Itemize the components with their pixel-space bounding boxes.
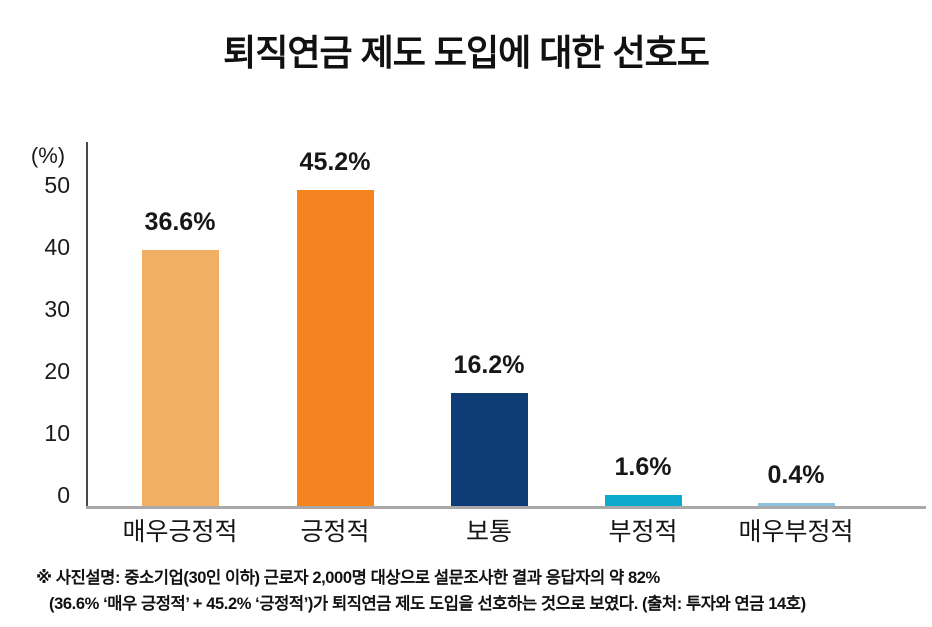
y-tick-label: 0	[57, 482, 70, 508]
bar-value-label: 36.6%	[144, 208, 216, 236]
bar-1	[141, 250, 219, 506]
bar-value-label: 45.2%	[299, 148, 371, 176]
bar-3	[450, 393, 528, 506]
chart-title: 퇴직연금 제도 도입에 대한 선호도	[223, 32, 710, 73]
y-tick-label: 30	[44, 296, 70, 322]
y-tick-label: 20	[44, 358, 70, 384]
bar-value-label: 1.6%	[614, 453, 672, 481]
y-tick-label: 40	[44, 234, 70, 260]
footnote-line-1: ※ 사진설명: 중소기업(30인 이하) 근로자 2,000명 대상으로 설문조…	[36, 569, 660, 587]
bar-4	[604, 495, 682, 506]
bar-value-label: 0.4%	[767, 461, 825, 489]
footnote-line-2: (36.6% ‘매우 긍정적’ + 45.2% ‘긍정적’)가 퇴직연금 제도 …	[49, 595, 806, 613]
x-category-label: 보통	[465, 518, 512, 546]
bar-2	[296, 190, 374, 506]
y-tick-label: 50	[44, 172, 70, 198]
y-tick-label: 10	[44, 420, 70, 446]
x-category-label: 긍정적	[300, 518, 370, 546]
x-category-label: 매우긍정적	[122, 518, 238, 546]
bar-5	[757, 503, 835, 506]
bar-value-label: 16.2%	[453, 351, 525, 379]
y-axis-line	[86, 142, 88, 508]
footnote: ※ 사진설명: 중소기업(30인 이하) 근로자 2,000명 대상으로 설문조…	[36, 565, 926, 617]
y-axis-unit-label: (%)	[30, 143, 66, 168]
x-category-label: 부정적	[608, 518, 678, 546]
x-category-label: 매우부정적	[738, 518, 854, 546]
x-axis-baseline	[86, 506, 926, 509]
